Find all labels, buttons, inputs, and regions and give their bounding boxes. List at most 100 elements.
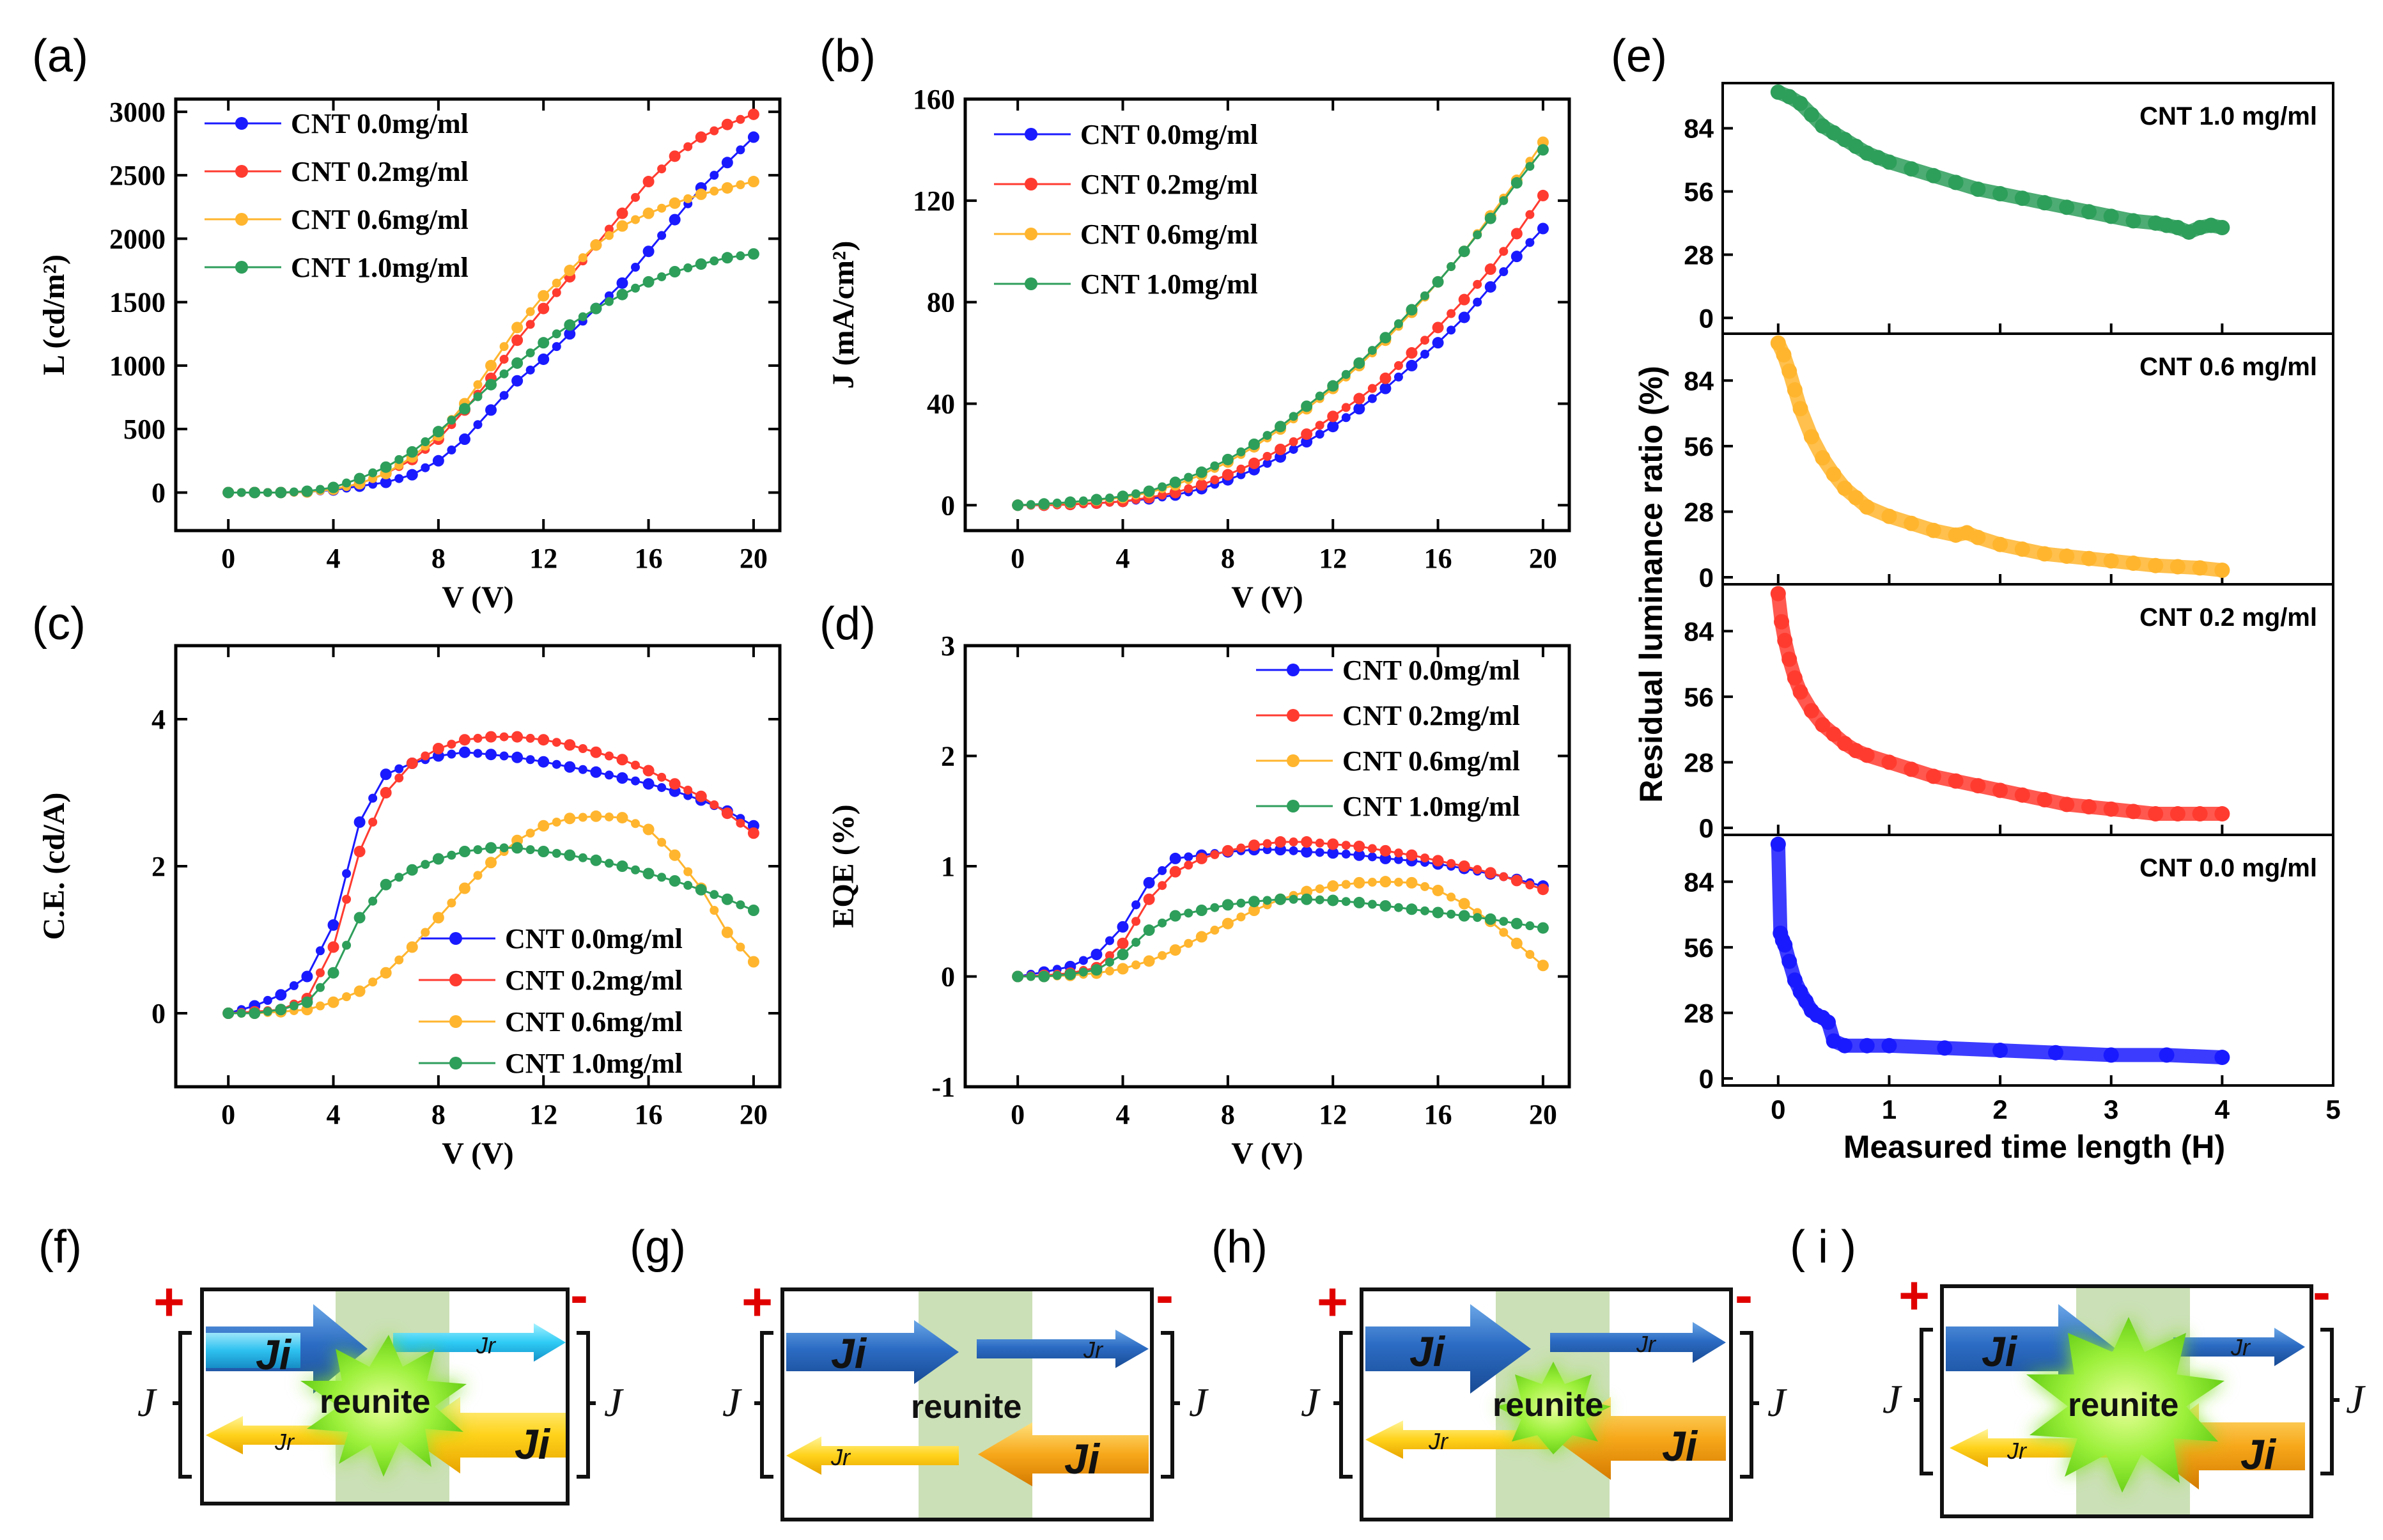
data-point bbox=[631, 263, 640, 272]
data-point bbox=[222, 1007, 235, 1019]
data-point bbox=[1105, 966, 1114, 976]
data-point bbox=[683, 867, 693, 876]
total-current-label: J bbox=[2346, 1376, 2366, 1422]
subplot-frame bbox=[1721, 834, 2334, 1087]
y-tick-label: 3000 bbox=[109, 97, 166, 128]
total-current-label: J bbox=[1301, 1380, 1321, 1425]
x-tick-label: 2 bbox=[1992, 1094, 2007, 1124]
data-point bbox=[657, 272, 667, 281]
data-point bbox=[1275, 836, 1287, 848]
data-point bbox=[1776, 346, 1792, 362]
data-point bbox=[538, 756, 550, 768]
data-point bbox=[1315, 895, 1324, 905]
data-point bbox=[1379, 332, 1392, 344]
data-point bbox=[511, 375, 524, 387]
data-point bbox=[1815, 450, 1831, 466]
data-point bbox=[525, 307, 535, 316]
data-point bbox=[249, 486, 261, 499]
data-point bbox=[1925, 167, 1941, 183]
data-point bbox=[564, 739, 576, 751]
data-point bbox=[485, 842, 497, 854]
electron-current-arrow bbox=[1365, 1304, 1531, 1394]
data-point bbox=[710, 890, 719, 899]
data-point bbox=[642, 778, 655, 790]
hole-residual-arrow bbox=[786, 1436, 959, 1475]
x-tick-label: 4 bbox=[327, 543, 341, 574]
data-point bbox=[683, 194, 693, 203]
total-current-label: J bbox=[1189, 1380, 1209, 1425]
y-tick-label: 28 bbox=[1684, 747, 1714, 777]
data-point bbox=[1781, 953, 1797, 969]
data-point bbox=[1091, 494, 1103, 506]
data-point bbox=[552, 329, 561, 339]
data-point bbox=[511, 334, 524, 346]
data-point bbox=[1169, 852, 1181, 864]
legend-marker bbox=[1287, 664, 1300, 676]
x-tick-label: 16 bbox=[635, 543, 663, 574]
data-point bbox=[1781, 363, 1797, 379]
data-point bbox=[1158, 490, 1167, 500]
data-point bbox=[631, 819, 640, 828]
data-point bbox=[525, 348, 535, 358]
data-point bbox=[1458, 910, 1470, 922]
data-point bbox=[499, 354, 509, 364]
data-point bbox=[747, 176, 759, 188]
data-point bbox=[1038, 970, 1050, 983]
data-point bbox=[1859, 1038, 1875, 1054]
data-point bbox=[353, 816, 366, 828]
data-point bbox=[1537, 883, 1549, 896]
data-point bbox=[657, 231, 667, 240]
data-point bbox=[1473, 230, 1482, 240]
data-point bbox=[1525, 238, 1535, 247]
ji-label: Ji bbox=[1662, 1422, 1698, 1470]
data-point bbox=[368, 468, 378, 478]
data-point bbox=[1367, 384, 1377, 393]
data-point bbox=[1275, 421, 1287, 433]
data-point bbox=[315, 968, 325, 977]
data-point bbox=[1341, 897, 1351, 906]
data-point bbox=[1341, 413, 1351, 423]
data-point bbox=[564, 328, 576, 340]
hole-residual-arrow bbox=[1950, 1429, 2109, 1467]
data-point bbox=[406, 446, 418, 458]
data-point bbox=[447, 749, 456, 759]
data-point bbox=[657, 203, 667, 213]
y-tick-label: 28 bbox=[1684, 497, 1714, 527]
data-point bbox=[578, 765, 587, 774]
data-point bbox=[1787, 972, 1803, 988]
data-point bbox=[1091, 949, 1103, 960]
data-point bbox=[394, 474, 404, 483]
data-point bbox=[342, 992, 352, 1002]
y-tick-label: 28 bbox=[1684, 240, 1714, 270]
data-point bbox=[1803, 429, 1819, 445]
data-point bbox=[327, 919, 339, 931]
data-point bbox=[1248, 896, 1260, 908]
data-point bbox=[1803, 107, 1819, 123]
data-point bbox=[1353, 393, 1365, 405]
y-tick-label: 160 bbox=[913, 84, 955, 115]
data-point bbox=[1262, 451, 1272, 461]
data-point bbox=[1992, 536, 2008, 552]
jr-label: Jr bbox=[1083, 1337, 1104, 1363]
data-point bbox=[1537, 144, 1549, 156]
data-point bbox=[499, 391, 509, 400]
x-tick-label: 1 bbox=[1882, 1094, 1897, 1124]
panel-label-e: (e) bbox=[1611, 31, 1667, 82]
data-point bbox=[237, 488, 246, 497]
data-point bbox=[1948, 175, 1964, 191]
x-tick-label: 4 bbox=[1116, 1099, 1130, 1130]
data-point bbox=[301, 996, 313, 1008]
data-point bbox=[642, 765, 655, 777]
data-point bbox=[447, 740, 456, 749]
legend-marker bbox=[449, 1057, 462, 1069]
chart-current-efficiency: 0 4 8 12 16 20 0 2 4 V (V) C.E. (cd/A) CNT 0.0mg/ml… bbox=[37, 644, 782, 1171]
data-point bbox=[1473, 865, 1482, 875]
data-point bbox=[1195, 852, 1207, 864]
reunite-label: reunite bbox=[1493, 1387, 1603, 1424]
data-point bbox=[736, 251, 745, 261]
x-tick-label: 0 bbox=[1771, 1094, 1785, 1124]
data-point bbox=[590, 302, 602, 315]
data-point bbox=[552, 759, 561, 769]
data-point bbox=[2059, 199, 2075, 215]
cathode-minus-sign: - bbox=[2313, 1262, 2331, 1322]
